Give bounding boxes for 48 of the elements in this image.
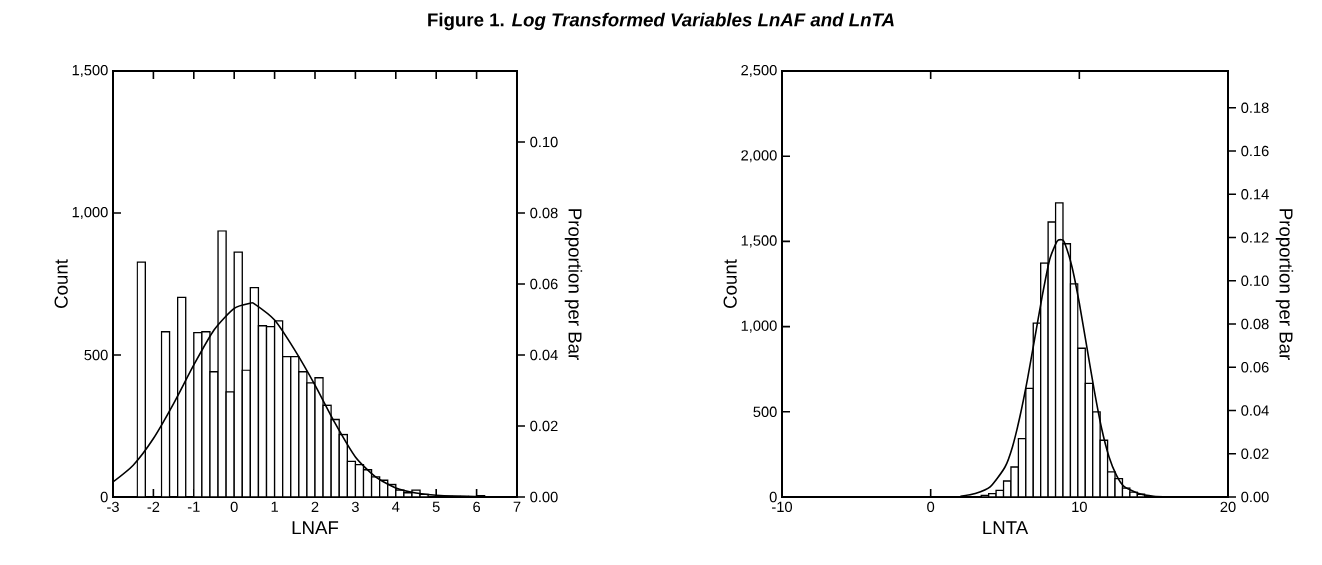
y-tick-label: 500 bbox=[753, 406, 777, 417]
y2-tick-label: 0.04 bbox=[1241, 405, 1269, 416]
y2-tick-label: 0.10 bbox=[1241, 275, 1269, 286]
x-tick-label: -10 bbox=[772, 501, 793, 513]
y-tick-label: 2,500 bbox=[741, 64, 777, 78]
text: Figure 1. Log Transformed Variables LnAF and LnTA bbox=[428, 12, 894, 31]
x-tick-label: -1 bbox=[187, 501, 200, 512]
x-tick-label: 20 bbox=[1220, 501, 1236, 513]
x-tick-label: 5 bbox=[432, 501, 440, 512]
y2-tick-label: 0.06 bbox=[1241, 362, 1269, 373]
y2-tick-label: 0.08 bbox=[530, 207, 558, 219]
x-tick-label: 1 bbox=[271, 501, 278, 512]
x-tick-label: 7 bbox=[513, 501, 521, 512]
y-tick-label: 0 bbox=[769, 491, 777, 503]
x-tick-label: 2 bbox=[311, 501, 319, 512]
y-tick-label: 1,500 bbox=[741, 235, 777, 248]
y2-tick-label: 0.12 bbox=[1241, 232, 1269, 243]
y2-tick-label: 0.02 bbox=[530, 420, 558, 432]
y2-tick-label: 0.18 bbox=[1241, 102, 1269, 113]
y2-tick-label: 0.00 bbox=[530, 491, 558, 503]
x-tick-label: 0 bbox=[927, 501, 935, 513]
x-tick-label: 4 bbox=[392, 501, 400, 512]
y2-tick-label: 0.14 bbox=[1241, 189, 1269, 200]
y2-tick-label: 0.08 bbox=[1241, 318, 1269, 330]
y2-tick-label: 0.10 bbox=[530, 136, 558, 148]
x-tick-label: -3 bbox=[107, 501, 119, 513]
y-axis-title: Count bbox=[723, 259, 737, 308]
y2-tick-label: 0.02 bbox=[1241, 448, 1269, 459]
y2-axis-title: Proportion per Bar bbox=[564, 209, 583, 360]
x-tick-label: -2 bbox=[147, 501, 160, 512]
y-tick-label: 1,500 bbox=[72, 64, 108, 78]
x-tick-label: 3 bbox=[351, 501, 359, 513]
x-tick-label: 0 bbox=[230, 501, 238, 513]
x-axis-title: LNTA bbox=[983, 521, 1029, 535]
x-tick-label: 6 bbox=[473, 501, 481, 513]
y2-tick-label: 0.04 bbox=[530, 349, 558, 361]
y2-tick-label: 0.06 bbox=[530, 278, 558, 290]
y2-tick-label: 0.16 bbox=[1241, 145, 1269, 157]
y-tick-label: 2,000 bbox=[741, 150, 777, 163]
y2-axis-title: Proportion per Bar bbox=[1275, 209, 1294, 360]
y-axis-title: Count bbox=[54, 259, 68, 308]
x-tick-label: 10 bbox=[1072, 501, 1087, 513]
x-axis-title: LNAF bbox=[292, 521, 339, 535]
y-tick-label: 1,000 bbox=[72, 206, 108, 220]
y2-tick-label: 0.00 bbox=[1241, 491, 1269, 503]
y-tick-label: 1,000 bbox=[741, 320, 777, 333]
y-tick-label: 500 bbox=[84, 349, 108, 361]
y-tick-label: 0 bbox=[100, 491, 108, 503]
